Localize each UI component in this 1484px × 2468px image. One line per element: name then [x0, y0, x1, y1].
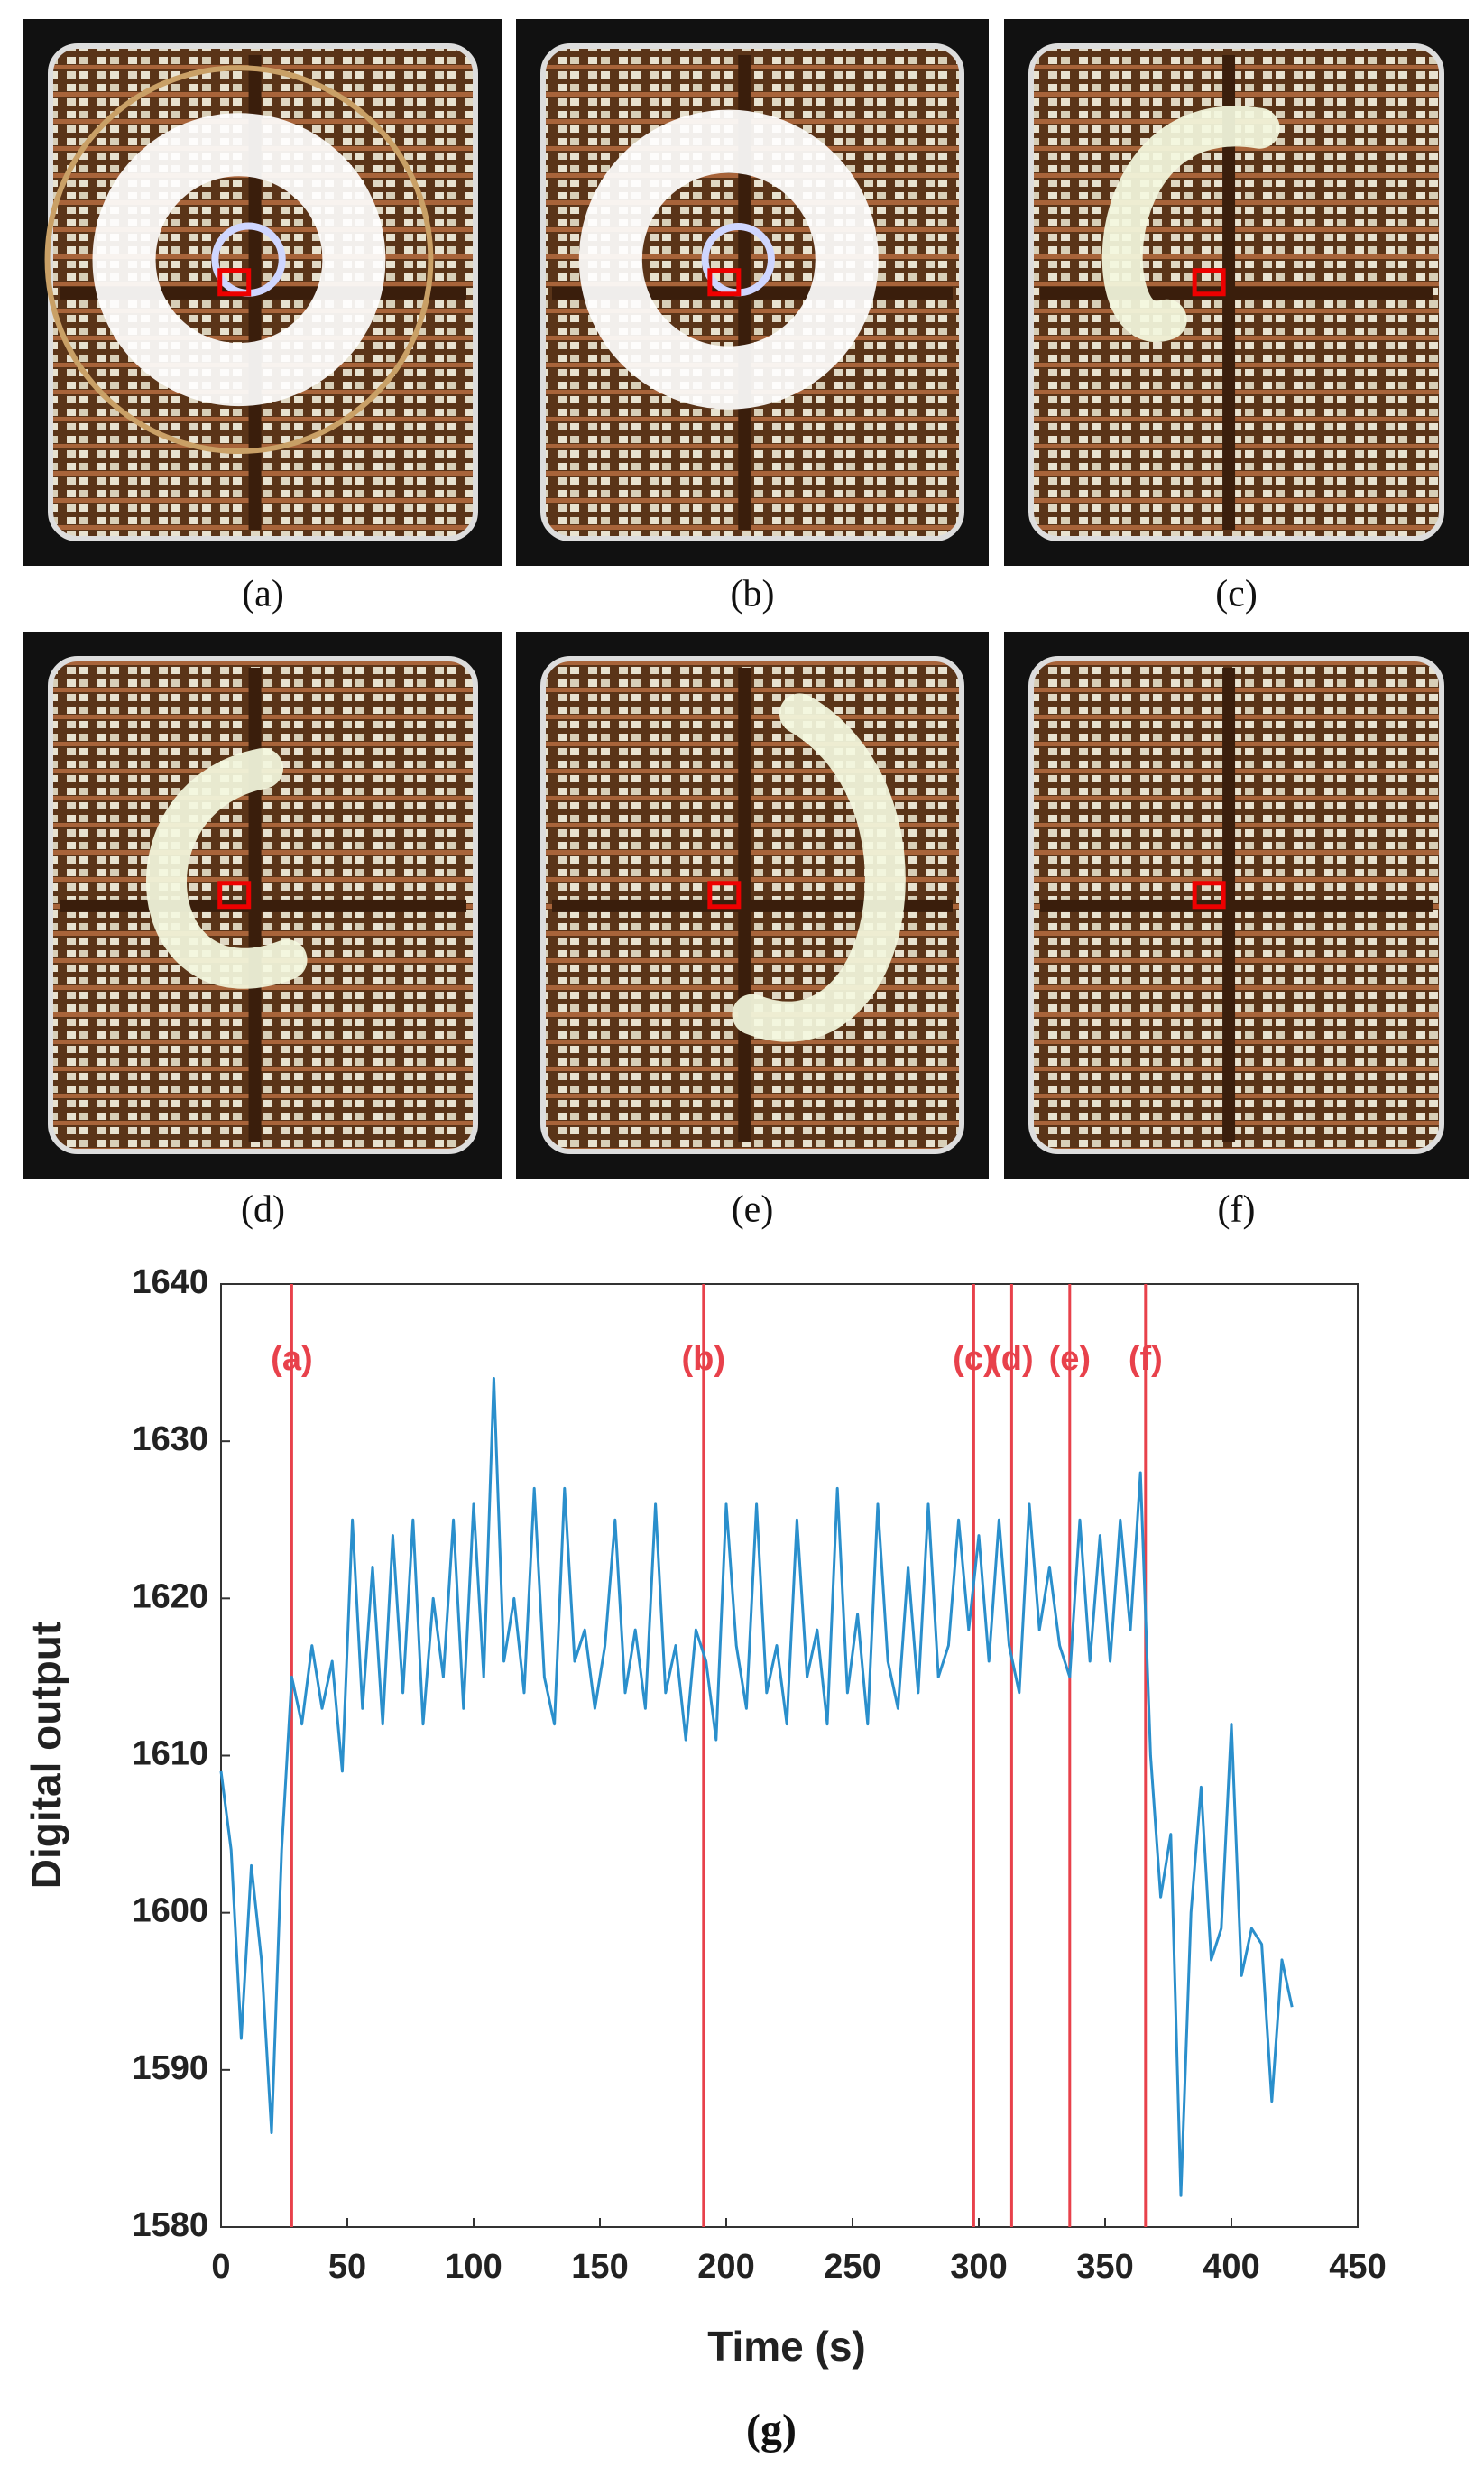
photo-label: (a) [242, 574, 284, 615]
photo [1004, 632, 1469, 1179]
panel-label: (g) [746, 2406, 797, 2454]
y-tick-label: 1610 [132, 1735, 208, 1773]
light-arc [146, 748, 308, 989]
event-label: (e) [1049, 1340, 1091, 1378]
x-tick-label: 450 [1329, 2248, 1386, 2286]
x-tick-label: 350 [1076, 2248, 1133, 2286]
x-axis-label: Time (s) [707, 2323, 866, 2370]
event-label: (d) [990, 1340, 1034, 1378]
x-tick-label: 250 [824, 2248, 880, 2286]
outer-ring [44, 65, 434, 455]
roi-box [217, 881, 252, 910]
y-tick-label: 1630 [132, 1420, 208, 1458]
event-label: (b) [682, 1340, 726, 1378]
horizontal-bus [1040, 899, 1433, 912]
roi-box [217, 268, 252, 297]
photo-label: (f) [1218, 1189, 1256, 1231]
roi-box [1192, 881, 1226, 910]
photo-label: (d) [241, 1189, 285, 1231]
photo-label: (b) [731, 574, 775, 615]
roi-box [707, 881, 742, 910]
x-tick-label: 100 [445, 2248, 502, 2286]
x-tick-label: 0 [211, 2248, 230, 2286]
x-tick-label: 400 [1203, 2248, 1259, 2286]
plot-frame [220, 1283, 1359, 2228]
series-line [219, 1377, 1294, 2197]
roi-box [707, 268, 742, 297]
event-label: (c) [953, 1340, 994, 1378]
photo-label: (e) [732, 1189, 774, 1231]
x-tick-label: 300 [950, 2248, 1007, 2286]
y-tick-label: 1640 [132, 1263, 208, 1301]
y-axis-label: Digital output [23, 1622, 69, 1889]
photo [1004, 19, 1469, 566]
light-arc [732, 693, 906, 1042]
light-ring [92, 113, 386, 407]
photo-label: (c) [1215, 574, 1258, 615]
y-tick-label: 1590 [132, 2049, 208, 2087]
event-label: (a) [271, 1340, 312, 1378]
x-tick-label: 200 [697, 2248, 754, 2286]
photo [516, 632, 989, 1179]
photo [23, 19, 502, 566]
y-tick-label: 1580 [132, 2206, 208, 2244]
y-tick-label: 1620 [132, 1577, 208, 1615]
event-label: (f) [1129, 1340, 1163, 1378]
y-tick-label: 1600 [132, 1892, 208, 1930]
photo [516, 19, 989, 566]
photo [23, 632, 502, 1179]
light-ring [578, 109, 879, 410]
light-arc [1101, 106, 1280, 342]
horizontal-bus [60, 899, 466, 912]
x-tick-label: 150 [571, 2248, 628, 2286]
horizontal-bus [1040, 286, 1433, 300]
horizontal-bus [552, 899, 953, 912]
roi-box [1192, 268, 1226, 297]
x-tick-label: 50 [328, 2248, 366, 2286]
